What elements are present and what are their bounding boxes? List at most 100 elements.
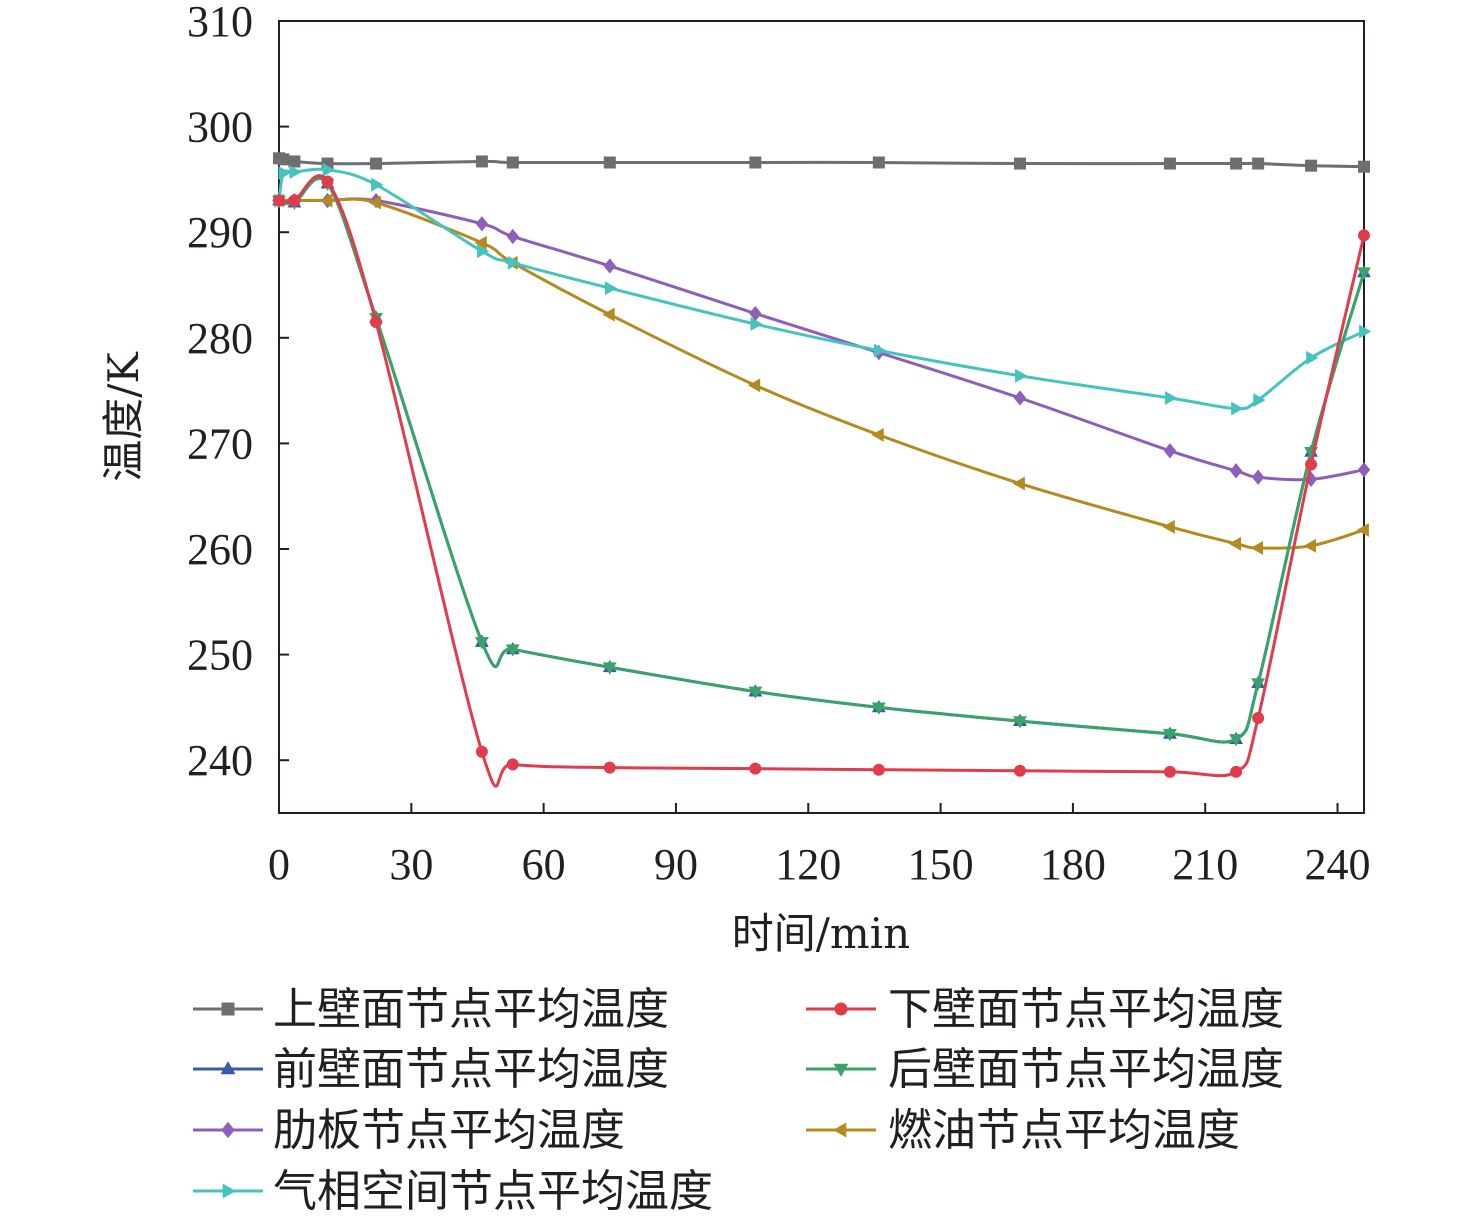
data-point <box>475 216 489 232</box>
data-point <box>1358 160 1370 173</box>
data-point <box>277 153 290 166</box>
data-point <box>1252 157 1265 170</box>
legend-marker <box>834 1002 848 1016</box>
y-tick-label: 290 <box>187 208 253 257</box>
data-point <box>1163 728 1177 742</box>
data-point <box>273 194 285 207</box>
series-line <box>278 156 1365 169</box>
data-point <box>747 378 761 393</box>
legend-marker <box>221 1002 235 1016</box>
data-point <box>506 228 519 245</box>
data-point <box>1357 267 1371 280</box>
data-point <box>1305 159 1318 172</box>
legend-item: 后壁面节点平均温度 <box>806 1044 1284 1095</box>
series-3 <box>272 176 1371 744</box>
legend-item: 上壁面节点平均温度 <box>193 984 669 1035</box>
data-point <box>748 686 763 699</box>
data-point <box>475 155 488 168</box>
data-point <box>1231 401 1244 416</box>
legend-label: 肋板节点平均温度 <box>273 1105 625 1156</box>
data-point <box>1162 519 1175 534</box>
data-point <box>1229 463 1243 479</box>
data-point <box>602 307 615 322</box>
data-point <box>1229 734 1243 747</box>
data-point <box>1252 469 1265 485</box>
data-point <box>603 761 616 774</box>
y-tick-label: 280 <box>187 314 253 363</box>
data-point <box>1012 476 1025 491</box>
legend-marker <box>833 1122 847 1138</box>
data-point <box>506 156 519 169</box>
series-line <box>279 197 1365 550</box>
data-point <box>1015 368 1028 383</box>
legend-label: 气相空间节点平均温度 <box>273 1166 713 1217</box>
data-point <box>602 662 617 675</box>
x-tick-label: 30 <box>389 840 433 889</box>
data-point <box>871 702 886 715</box>
series-7 <box>274 162 1372 416</box>
legend-item: 前壁面节点平均温度 <box>193 1044 669 1095</box>
data-point <box>1250 541 1264 555</box>
series-1 <box>273 152 1370 173</box>
legend-label: 前壁面节点平均温度 <box>273 1044 669 1095</box>
legend-item: 气相空间节点平均温度 <box>193 1166 713 1217</box>
data-point <box>370 157 383 170</box>
legend-label: 下壁面节点平均温度 <box>888 984 1284 1035</box>
y-tick-label: 260 <box>187 525 253 574</box>
data-point <box>1230 765 1243 778</box>
legend-label: 燃油节点平均温度 <box>888 1105 1240 1156</box>
x-axis-label: 时间/min <box>732 909 910 958</box>
data-point <box>1013 764 1026 777</box>
data-point <box>371 177 384 192</box>
data-point <box>1252 711 1265 724</box>
data-point <box>1303 538 1316 553</box>
x-tick-label: 180 <box>1040 840 1106 889</box>
data-point <box>1013 390 1027 406</box>
data-point <box>288 155 301 168</box>
legend-marker <box>833 1063 849 1077</box>
data-point <box>506 758 519 771</box>
legend-item: 下壁面节点平均温度 <box>806 984 1284 1035</box>
data-point <box>1165 391 1178 405</box>
data-point <box>872 763 885 776</box>
legend-label: 后壁面节点平均温度 <box>888 1044 1284 1095</box>
plot-frame <box>278 20 1365 814</box>
data-point <box>750 317 763 331</box>
data-point <box>1013 157 1026 170</box>
data-point <box>1163 443 1177 459</box>
legend-marker <box>221 1121 235 1139</box>
data-point <box>1358 229 1370 242</box>
data-point <box>474 637 489 650</box>
data-point <box>288 194 301 207</box>
data-point <box>507 255 521 270</box>
data-point <box>505 644 520 657</box>
y-axis-label: 温度/K <box>99 351 148 482</box>
x-axis: 0 30 60 90 120 150 180 210 240 <box>268 803 1371 889</box>
y-axis: 240 250 260 270 280 290 300 310 <box>187 0 289 785</box>
data-point <box>475 745 488 758</box>
data-point <box>476 244 490 259</box>
data-point <box>278 166 291 180</box>
data-point <box>872 156 885 169</box>
series-2 <box>273 174 1370 788</box>
legend-marker <box>220 1061 236 1075</box>
data-point <box>474 235 487 250</box>
x-tick-label: 0 <box>268 840 290 889</box>
data-point <box>1228 536 1241 551</box>
data-point <box>873 343 887 358</box>
data-point <box>1357 462 1371 478</box>
data-point <box>1253 393 1266 408</box>
data-point <box>1230 157 1243 170</box>
y-tick-label: 310 <box>187 0 253 46</box>
data-point <box>1013 716 1027 729</box>
data-point <box>1356 523 1369 537</box>
y-tick-label: 240 <box>187 736 253 785</box>
data-point <box>320 193 333 208</box>
series-layer <box>271 152 1372 788</box>
data-point <box>603 156 616 169</box>
series-6 <box>271 193 1369 555</box>
y-tick-label: 250 <box>187 631 253 680</box>
data-point <box>368 195 381 210</box>
